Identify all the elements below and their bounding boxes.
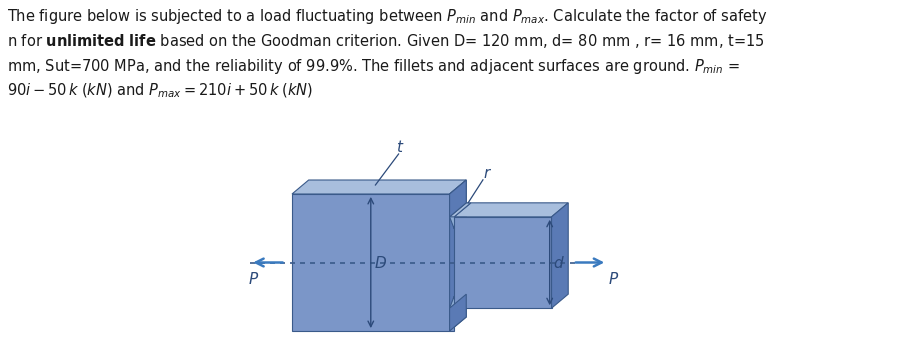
- Text: d: d: [553, 255, 563, 270]
- Polygon shape: [292, 180, 466, 194]
- Polygon shape: [449, 308, 453, 331]
- Polygon shape: [449, 180, 466, 217]
- Text: r: r: [483, 166, 489, 181]
- Polygon shape: [551, 203, 568, 308]
- Polygon shape: [453, 217, 551, 308]
- Polygon shape: [449, 294, 466, 331]
- Polygon shape: [292, 194, 449, 331]
- Polygon shape: [449, 194, 453, 217]
- Polygon shape: [453, 203, 568, 217]
- Text: P: P: [609, 273, 618, 288]
- Text: The figure below is subjected to a load fluctuating between $P_{min}$ and $P_{ma: The figure below is subjected to a load …: [7, 7, 767, 100]
- Text: D: D: [374, 255, 386, 270]
- Polygon shape: [449, 296, 465, 331]
- Text: t: t: [396, 140, 401, 155]
- Polygon shape: [449, 194, 465, 229]
- Polygon shape: [449, 203, 470, 217]
- Text: P: P: [248, 273, 257, 288]
- Polygon shape: [449, 180, 466, 331]
